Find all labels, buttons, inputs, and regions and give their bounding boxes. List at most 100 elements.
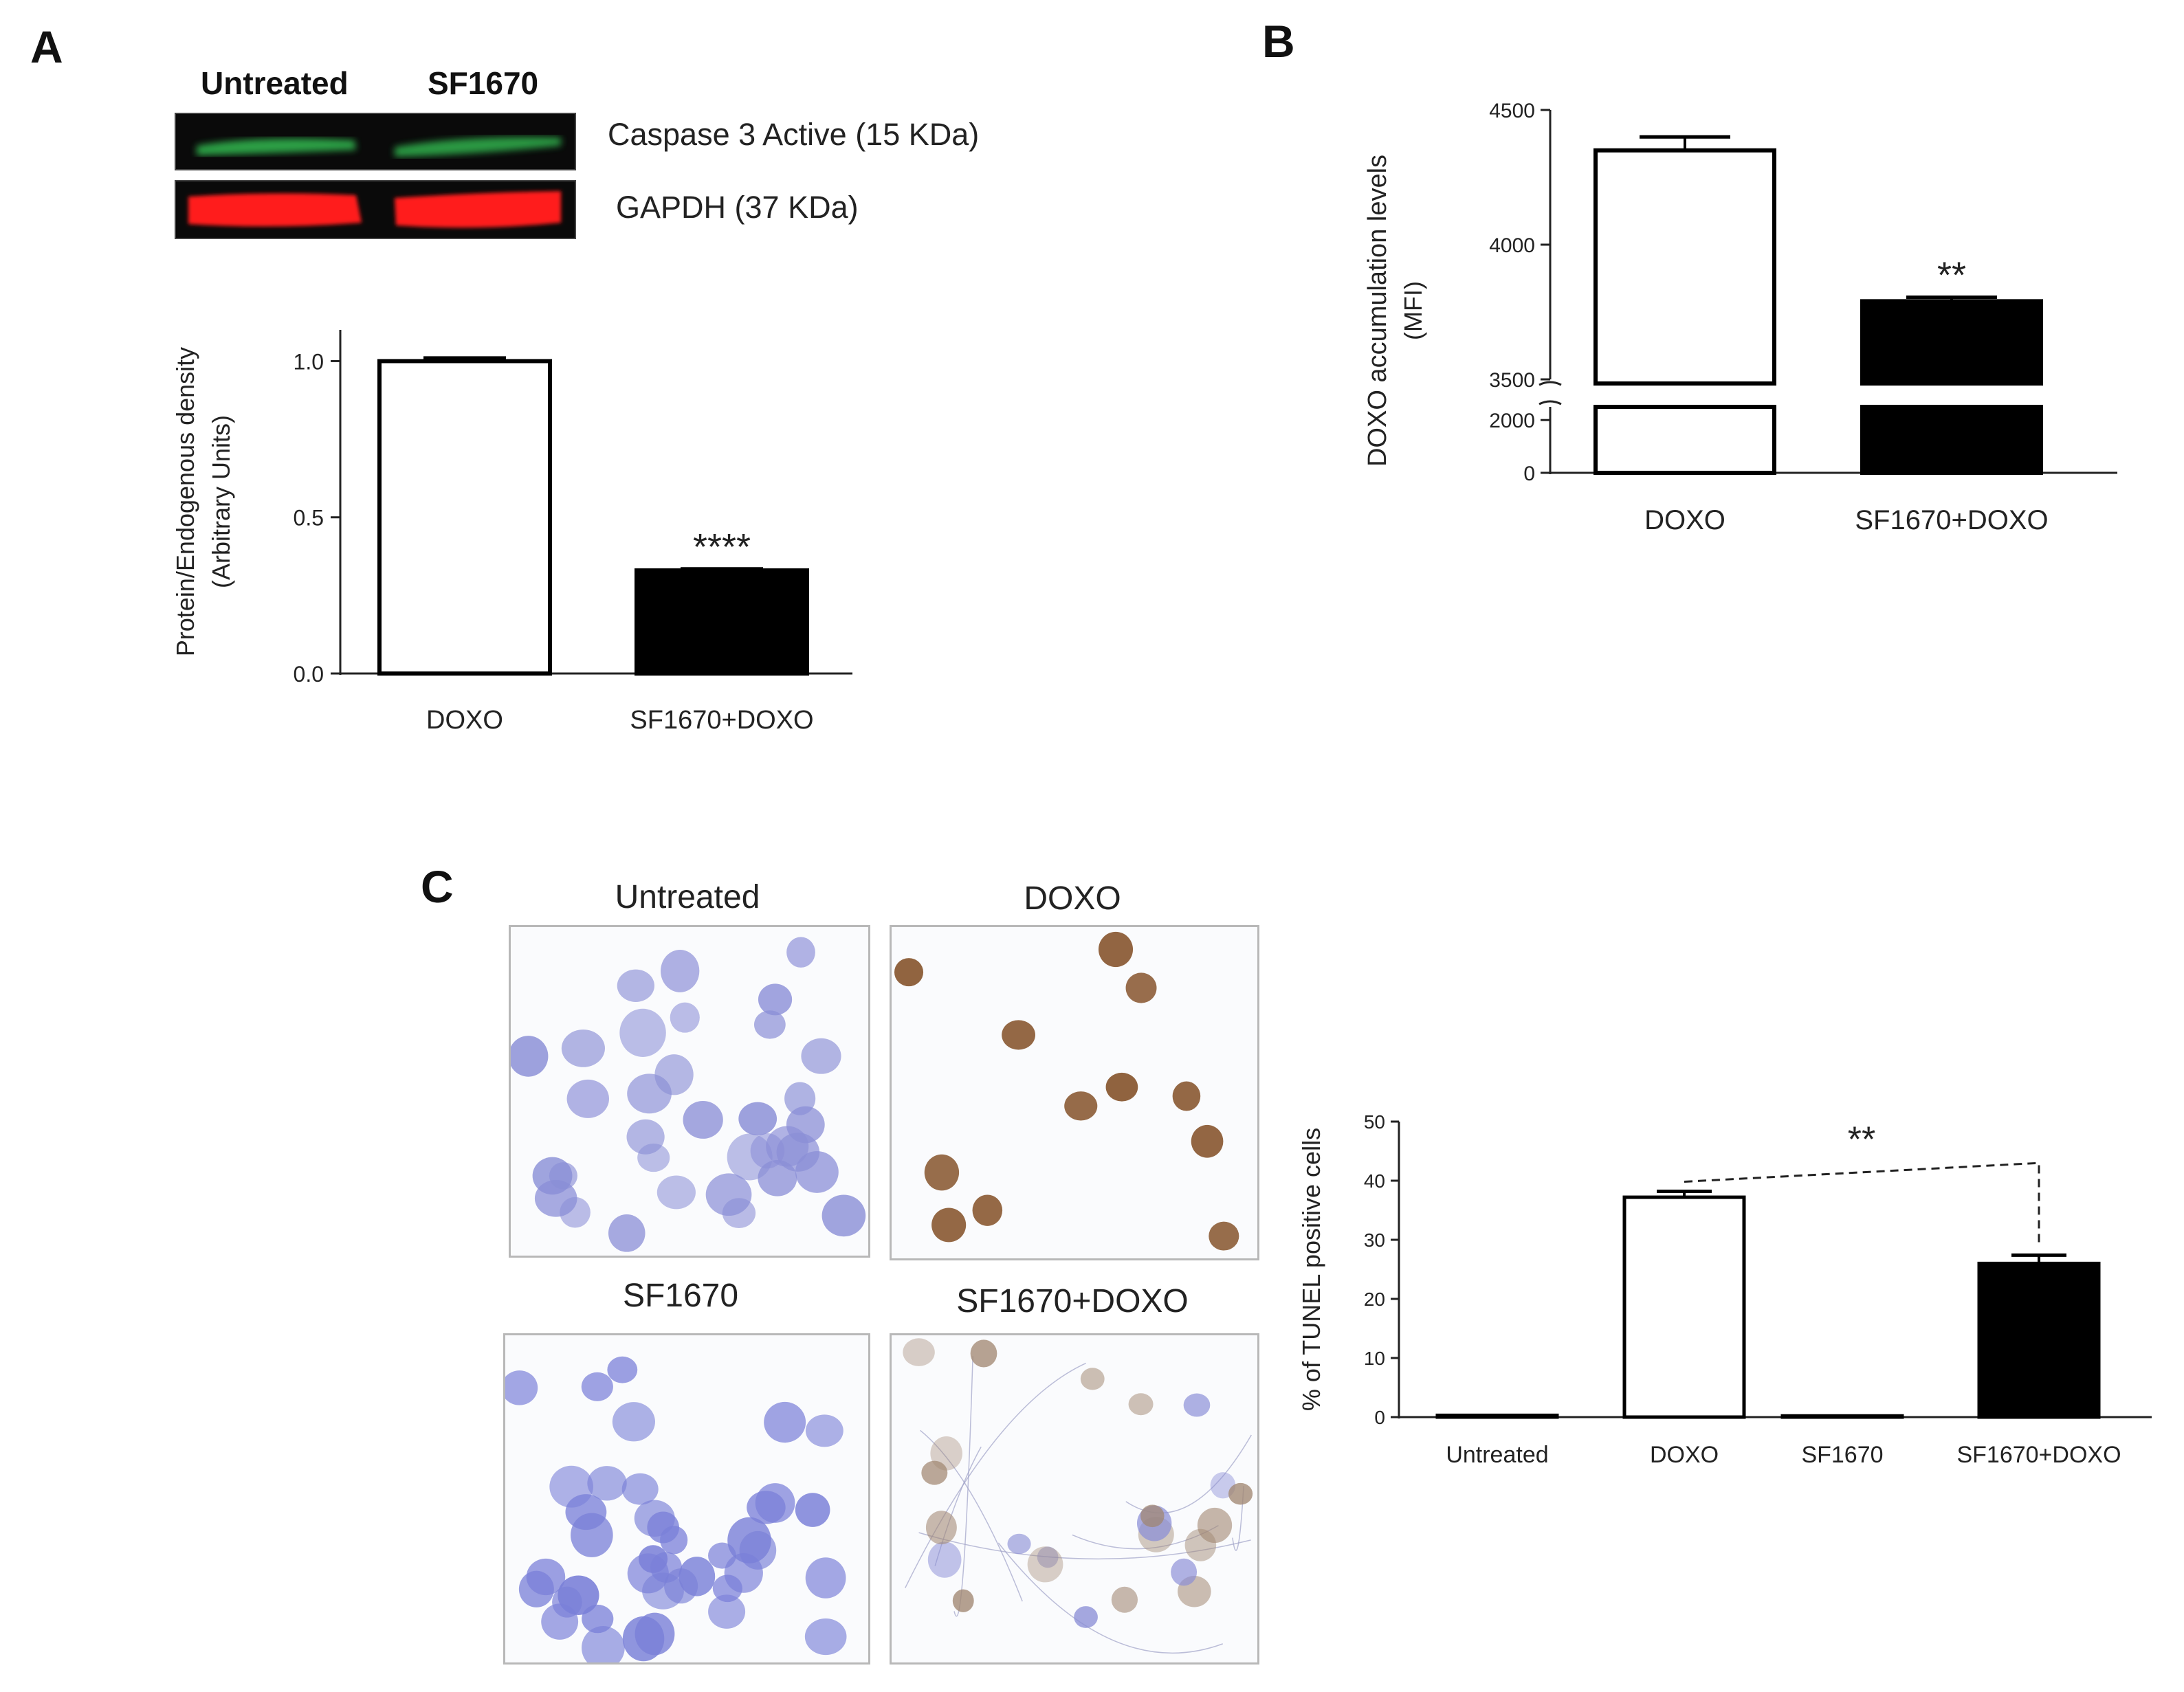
micrograph-cell <box>1105 1072 1138 1102</box>
chart-c-y-tick-label: 10 <box>1364 1348 1385 1369</box>
chart-c-y-tick-label: 0 <box>1374 1407 1385 1428</box>
chart-b-x-label-0: DOXO <box>1644 505 1725 535</box>
micrograph-cell <box>582 1604 614 1634</box>
chart-a-x-label-1: SF1670+DOXO <box>630 706 813 735</box>
micrograph-cell <box>931 1207 967 1243</box>
chart-c-bar-2 <box>1780 1414 1904 1419</box>
micrograph-cell <box>1209 1221 1239 1251</box>
micrograph-cell <box>683 1100 723 1139</box>
micrograph-cell <box>1197 1507 1233 1544</box>
caspase3-band-untreated <box>197 138 356 155</box>
chart-c-tunel: 0 10 20 30 40 50 Untreated DOXO SF1670 SF1670+DOX… <box>1297 1111 2152 1468</box>
caspase3-band-sf1670 <box>395 137 561 157</box>
micrograph-cell <box>1064 1091 1098 1121</box>
chart-a-protein-density: 0.0 0.5 1.0 DOXO SF1670+DOXO **** Protein/Endo… <box>171 330 852 735</box>
panel-label-b: B <box>1262 16 1295 67</box>
micrograph-title-sf1670-doxo: SF1670+DOXO <box>956 1283 1189 1320</box>
chart-c-y-label: % of TUNEL positive cells <box>1297 1128 1325 1411</box>
chart-b-bar-gap-0 <box>1598 386 1772 403</box>
chart-b-bar-lower-1 <box>1860 405 2043 475</box>
micrograph-cell <box>511 1036 549 1077</box>
chart-c-x-label-1: DOXO <box>1650 1442 1719 1468</box>
chart-c-x-label-2: SF1670 <box>1801 1442 1883 1468</box>
chart-b-axis-break-upper <box>1538 381 1562 386</box>
micrograph-cell <box>708 1542 736 1569</box>
micrograph-cell <box>622 1616 665 1662</box>
lane-label-sf1670: SF1670 <box>428 65 539 101</box>
micrograph-cell <box>921 1460 948 1485</box>
micrograph-cell <box>1140 1504 1165 1528</box>
chart-b-doxo-accumulation: 0 2000 3500 4000 4500 DOXO SF1670+DOXO ** DOXO a… <box>1363 100 2117 535</box>
micrograph-fiber <box>953 1356 973 1617</box>
caspase3-bands <box>197 137 561 157</box>
micrograph-fiber <box>1232 1486 1244 1551</box>
gapdh-band-untreated <box>188 193 362 227</box>
micrograph-cell <box>581 1372 613 1401</box>
micrograph-cell <box>1098 931 1134 968</box>
micrograph-doxo <box>890 925 1259 1260</box>
micrograph-cell <box>608 1214 646 1252</box>
micrograph-fiber <box>905 1362 1086 1589</box>
micrograph-untreated <box>509 925 870 1258</box>
micrograph-cell <box>1191 1124 1224 1158</box>
micrograph-title-sf1670: SF1670 <box>622 1278 739 1314</box>
micrograph-cell <box>805 1557 846 1599</box>
micrograph-cell <box>560 1196 591 1228</box>
micrograph-cell <box>670 1002 700 1033</box>
micrograph-cell <box>784 1082 816 1115</box>
micrograph-cell <box>1007 1533 1031 1555</box>
micrograph-cells-3 <box>903 1338 1253 1654</box>
micrograph-cell <box>1172 1081 1201 1111</box>
micrograph-cell <box>619 1008 666 1057</box>
micrograph-cell <box>661 949 700 992</box>
chart-a-y-tick-label: 1.0 <box>294 349 324 374</box>
micrograph-title-doxo: DOXO <box>1024 880 1121 917</box>
micrograph-cell <box>903 1338 935 1366</box>
micrograph-cell <box>801 1038 841 1074</box>
chart-a-bar-1 <box>635 568 809 676</box>
micrograph-cell <box>617 969 654 1002</box>
micrograph-cell <box>972 1194 1003 1226</box>
micrograph-cell <box>1171 1558 1198 1586</box>
chart-b-y-tick-label: 0 <box>1523 463 1535 485</box>
chart-a-bar-0 <box>377 359 552 676</box>
micrograph-cell <box>805 1414 843 1447</box>
chart-b-y-label: DOXO accumulation levels <box>1363 155 1392 467</box>
chart-a-y-tick-label: 0.5 <box>294 506 324 531</box>
chart-c-y-tick-label: 30 <box>1364 1229 1385 1251</box>
micrograph-cells-0 <box>511 937 866 1252</box>
lane-label-untreated: Untreated <box>201 65 349 101</box>
band-label-gapdh: GAPDH (37 KDa) <box>616 190 859 225</box>
blot-strip-gapdh <box>175 180 576 239</box>
micrograph-cell <box>664 1568 698 1604</box>
chart-b-bar-upper-0 <box>1593 148 1776 386</box>
micrograph-cell <box>753 1010 786 1039</box>
chart-c-y-tick-label: 40 <box>1364 1170 1385 1192</box>
micrograph-cell <box>1111 1586 1138 1613</box>
micrograph-cell <box>970 1339 997 1368</box>
micrograph-cell <box>821 1194 866 1237</box>
chart-b-y-tick-label: 2000 <box>1489 410 1535 432</box>
micrograph-cell <box>708 1594 746 1629</box>
micrograph-cell <box>627 1073 672 1114</box>
micrograph-cell <box>1128 1393 1154 1416</box>
micrograph-cell <box>739 1530 777 1570</box>
micrograph-cell <box>1228 1482 1253 1505</box>
micrograph-cell <box>927 1541 962 1578</box>
micrograph-sf1670-doxo <box>890 1333 1259 1665</box>
micrograph-cell <box>952 1589 974 1612</box>
micrograph-cell <box>621 1473 659 1505</box>
chart-b-x-label-1: SF1670+DOXO <box>1855 505 2048 535</box>
micrograph-cell <box>1080 1368 1105 1390</box>
micrograph-cell <box>587 1466 627 1501</box>
gapdh-bands <box>188 191 561 228</box>
chart-c-bar-1 <box>1622 1195 1746 1419</box>
micrograph-cell <box>565 1494 607 1530</box>
micrograph-cell <box>804 1618 847 1656</box>
chart-b-y-tick-label: 3500 <box>1489 369 1535 392</box>
chart-b-y-label-units: (MFI) <box>1399 281 1427 340</box>
micrograph-cell <box>925 1511 957 1545</box>
micrograph-cell <box>764 1401 806 1443</box>
blot-strip-caspase3 <box>175 113 576 170</box>
micrograph-cells-2 <box>505 1356 847 1662</box>
